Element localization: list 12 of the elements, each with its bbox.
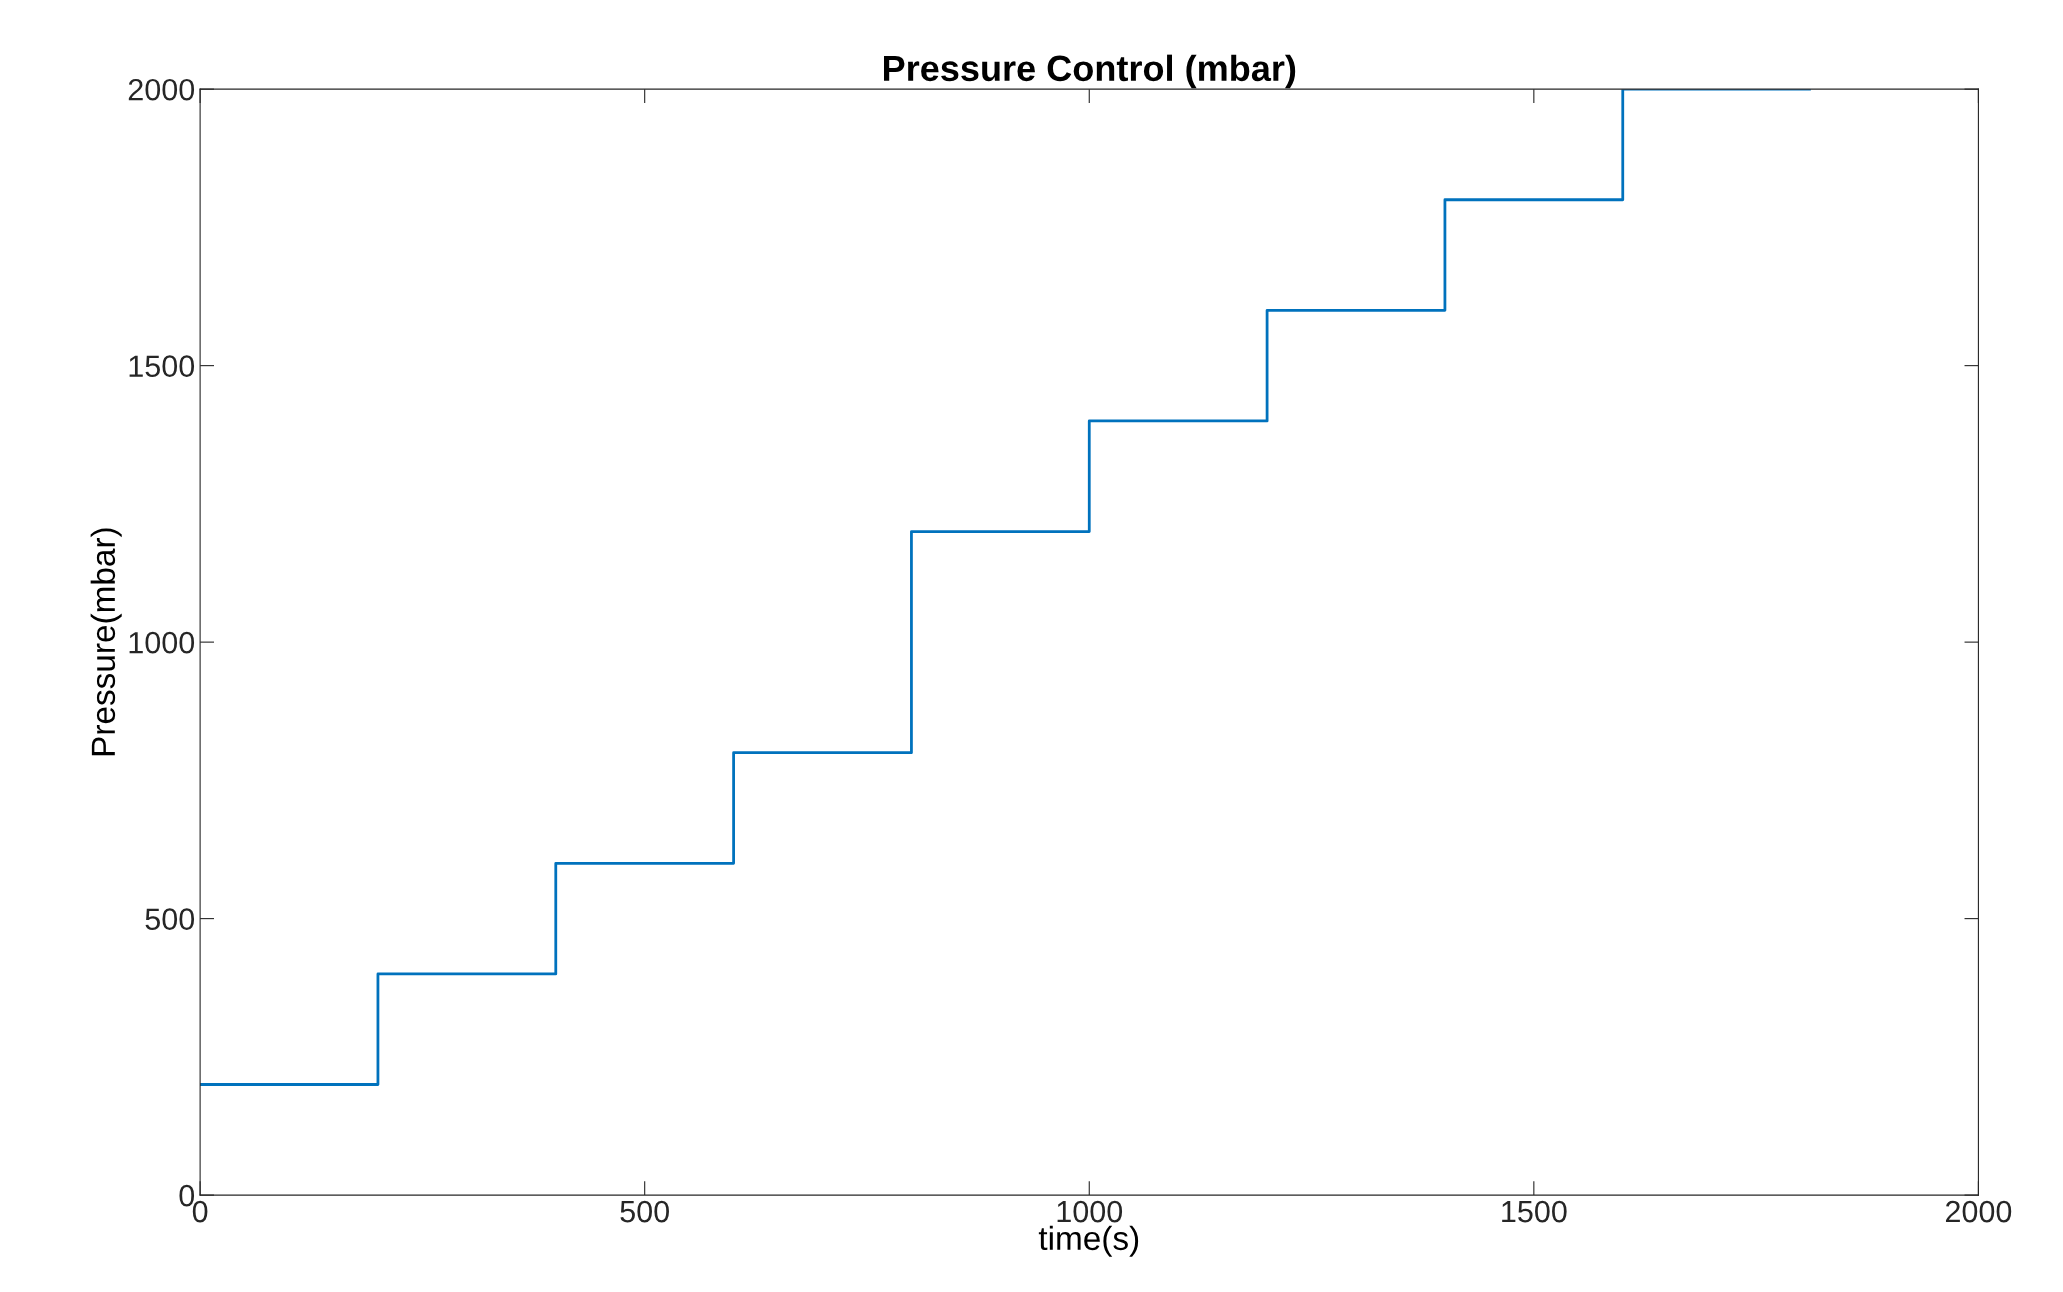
x-tick-label: 1000 [1057, 1200, 1123, 1223]
x-tick-label: 2000 [1945, 1200, 2012, 1223]
y-tick-label: 0 [179, 1184, 195, 1207]
x-tick-label: 1500 [1502, 1200, 1567, 1223]
x-axis-title: time(s) [1038, 1225, 1139, 1257]
y-tick-label: 1000 [129, 631, 195, 654]
y-tick-label: 500 [145, 908, 195, 930]
y-tick-label: 2000 [128, 78, 195, 101]
x-tick-label: 500 [620, 1200, 669, 1223]
y-tick-label: 1500 [129, 355, 195, 378]
chart-title: Pressure Control (mbar) [884, 54, 1296, 89]
y-axis-title: Pressure(mbar) [90, 528, 122, 756]
